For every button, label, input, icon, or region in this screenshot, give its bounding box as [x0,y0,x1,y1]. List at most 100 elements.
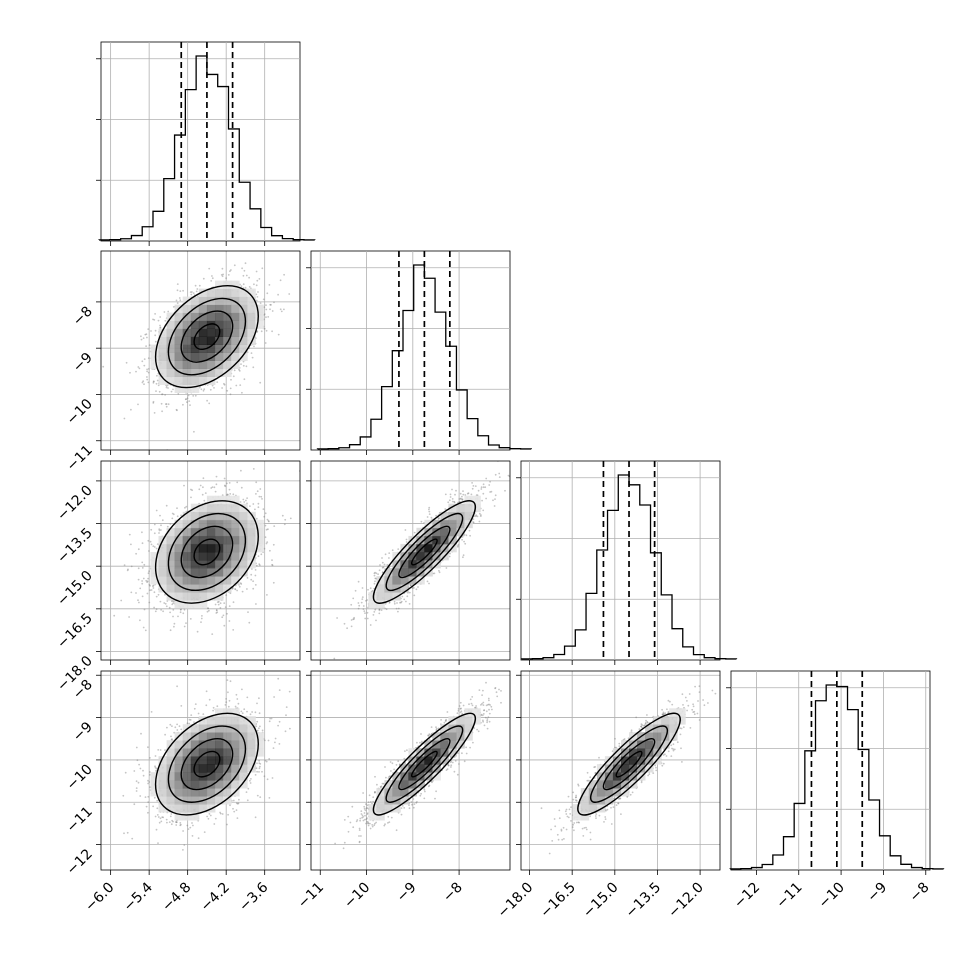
density-cell [182,376,192,385]
scatter-point [146,592,149,595]
density-cell [174,312,184,321]
scatter-point [498,476,501,478]
scatter-point [364,612,366,614]
scatter-point [257,291,259,293]
density-cell [645,748,654,757]
scatter-point [245,274,248,277]
scatter-point [141,531,143,534]
density-cell [215,527,224,537]
density-cell [384,568,393,577]
density-cell [190,368,200,377]
density-cell [588,788,598,797]
scatter-point [671,703,674,706]
scatter-point [618,742,621,745]
scatter-point [358,840,361,843]
scatter-point [272,581,275,584]
scatter-point [406,595,409,598]
scatter-point [232,493,235,496]
scatter-point [254,711,257,714]
scatter-point [179,608,182,611]
density-cell [223,560,232,569]
scatter-point [238,798,240,801]
scatter-point [472,741,474,744]
scatter-point [137,366,140,368]
scatter-point [397,548,400,550]
scatter-point [556,833,559,836]
scatter-point [268,520,270,523]
density-cell [223,780,232,789]
scatter-point [169,611,172,614]
scatter-point [367,588,369,591]
scatter-point [155,382,158,385]
scatter-point [461,495,463,498]
scatter-point [158,532,160,534]
scatter-point [466,492,469,495]
density-cell [206,519,216,529]
density-cell [239,312,248,321]
density-cell [215,764,224,773]
scatter-point [364,818,366,821]
density-cell [190,796,200,805]
scatter-point [259,765,261,768]
scatter-point [435,726,437,729]
density-cell [231,280,240,289]
scatter-point [147,779,149,782]
scatter-point [566,815,569,818]
density-cell [198,328,208,337]
density-cell [384,576,393,585]
density-cell [604,764,614,773]
scatter-point [417,586,419,588]
scatter-point [224,704,227,706]
scatter-point [261,729,264,732]
scatter-point [189,404,191,406]
density-cell [239,732,248,741]
scatter-point [141,360,144,363]
scatter-point [146,378,149,381]
scatter-point [265,304,267,306]
density-cell [166,560,176,569]
scatter-point [617,802,619,805]
scatter-point [157,749,160,751]
density-cell [400,552,409,561]
scatter-point [457,544,459,547]
density-cell [215,336,224,345]
scatter-point [226,679,229,681]
scatter-point [203,831,206,833]
scatter-point [147,801,150,803]
scatter-point [213,486,216,489]
scatter-point [180,728,183,731]
density-cell [629,740,638,749]
scatter-point [213,387,215,389]
scatter-point [253,283,255,286]
scatter-point [269,549,271,552]
scatter-point [220,274,223,276]
density-cell [440,543,449,553]
density-cell [472,495,481,505]
scatter-point [235,802,238,805]
scatter-point [146,370,149,373]
scatter-point [558,809,561,812]
scatter-point [164,733,167,736]
scatter-point [148,344,151,346]
scatter-point [235,384,238,387]
scatter-point [474,706,476,709]
scatter-point [142,380,145,383]
scatter-point [358,841,361,844]
scatter-point [456,773,459,776]
density-cell [206,772,216,781]
density-cell [198,716,208,725]
density-cell [174,352,184,361]
scatter-point [384,553,387,556]
scatter-point [273,301,275,304]
scatter-point [176,723,179,726]
y-tick-label: −11 [64,442,96,474]
scatter-point [693,713,696,716]
scatter-point [130,543,132,546]
density-cell [198,780,208,789]
contour-line [590,725,669,803]
density-cell [604,772,614,781]
scatter-point [160,524,162,527]
density-cell [424,527,433,537]
density-cell [206,780,216,789]
scatter-point [482,492,485,495]
